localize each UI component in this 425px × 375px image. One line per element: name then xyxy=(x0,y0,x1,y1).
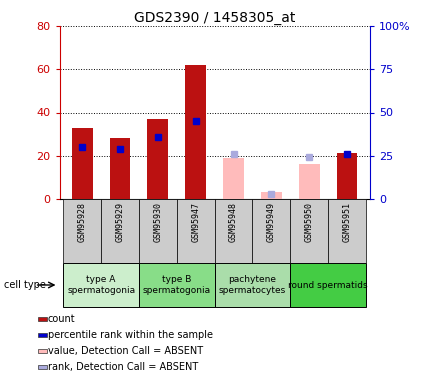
Bar xyxy=(337,153,357,199)
Bar xyxy=(252,199,290,262)
Bar xyxy=(290,263,366,307)
Text: GSM95928: GSM95928 xyxy=(78,202,87,242)
Bar xyxy=(139,263,215,307)
Text: percentile rank within the sample: percentile rank within the sample xyxy=(48,330,213,340)
Text: GSM95949: GSM95949 xyxy=(267,202,276,242)
Bar xyxy=(139,199,177,262)
Bar xyxy=(215,263,290,307)
Bar xyxy=(185,65,206,199)
Bar xyxy=(38,365,47,369)
Text: type A
spermatogonia: type A spermatogonia xyxy=(67,275,135,295)
Bar xyxy=(328,199,366,262)
Text: value, Detection Call = ABSENT: value, Detection Call = ABSENT xyxy=(48,346,203,356)
Title: GDS2390 / 1458305_at: GDS2390 / 1458305_at xyxy=(134,11,295,25)
Text: cell type: cell type xyxy=(4,280,46,290)
Bar xyxy=(63,199,101,262)
Text: rank, Detection Call = ABSENT: rank, Detection Call = ABSENT xyxy=(48,362,198,372)
Bar xyxy=(223,158,244,199)
Bar xyxy=(177,199,215,262)
Bar xyxy=(38,333,47,337)
Bar xyxy=(72,128,93,199)
Text: type B
spermatogonia: type B spermatogonia xyxy=(143,275,211,295)
Bar xyxy=(101,199,139,262)
Text: GSM95948: GSM95948 xyxy=(229,202,238,242)
Text: GSM95947: GSM95947 xyxy=(191,202,200,242)
Text: round spermatids: round spermatids xyxy=(288,280,368,290)
Bar xyxy=(215,199,252,262)
Bar xyxy=(110,138,130,199)
Text: GSM95929: GSM95929 xyxy=(116,202,125,242)
Bar xyxy=(290,199,328,262)
Bar xyxy=(261,192,282,199)
Text: GSM95950: GSM95950 xyxy=(305,202,314,242)
Bar xyxy=(38,317,47,321)
Text: count: count xyxy=(48,314,76,324)
Bar xyxy=(147,119,168,199)
Text: GSM95930: GSM95930 xyxy=(153,202,162,242)
Text: pachytene
spermatocytes: pachytene spermatocytes xyxy=(219,275,286,295)
Bar xyxy=(38,349,47,353)
Bar xyxy=(299,164,320,199)
Text: GSM95951: GSM95951 xyxy=(343,202,351,242)
Bar xyxy=(63,263,139,307)
